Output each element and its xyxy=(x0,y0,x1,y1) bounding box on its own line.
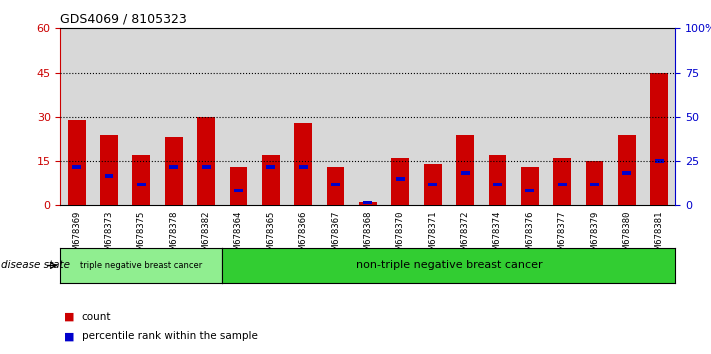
Bar xyxy=(255,28,287,205)
Text: count: count xyxy=(82,312,111,322)
Bar xyxy=(202,165,210,169)
Text: percentile rank within the sample: percentile rank within the sample xyxy=(82,331,257,341)
Bar xyxy=(384,28,417,205)
Bar xyxy=(299,165,308,169)
Text: GDS4069 / 8105323: GDS4069 / 8105323 xyxy=(60,13,187,26)
Bar xyxy=(137,183,146,187)
Bar xyxy=(525,189,534,192)
Bar xyxy=(158,28,190,205)
Bar xyxy=(359,202,377,205)
Bar xyxy=(223,28,255,205)
Bar xyxy=(553,158,571,205)
Bar xyxy=(234,189,243,192)
Bar xyxy=(68,120,85,205)
Bar xyxy=(125,28,158,205)
Bar xyxy=(611,28,643,205)
Bar xyxy=(586,161,604,205)
Text: non-triple negative breast cancer: non-triple negative breast cancer xyxy=(356,261,542,270)
Bar xyxy=(618,135,636,205)
Bar xyxy=(590,183,599,187)
Bar xyxy=(60,28,93,205)
Bar xyxy=(93,28,125,205)
Bar xyxy=(294,123,312,205)
Bar xyxy=(513,28,546,205)
Bar xyxy=(481,28,513,205)
Bar xyxy=(461,171,469,175)
Bar xyxy=(319,28,352,205)
Bar xyxy=(655,159,663,163)
Bar xyxy=(557,183,567,187)
Bar xyxy=(521,167,539,205)
Bar xyxy=(363,201,373,204)
Bar xyxy=(417,28,449,205)
Bar xyxy=(352,28,384,205)
Bar xyxy=(392,158,410,205)
Bar xyxy=(190,28,223,205)
Text: ■: ■ xyxy=(64,312,75,322)
Bar xyxy=(456,135,474,205)
Bar xyxy=(105,174,114,178)
Bar xyxy=(326,167,344,205)
Bar xyxy=(132,155,150,205)
Bar xyxy=(230,167,247,205)
Bar xyxy=(643,28,675,205)
Bar xyxy=(449,28,481,205)
Bar xyxy=(546,28,578,205)
Bar xyxy=(169,165,178,169)
Bar xyxy=(287,28,319,205)
Bar xyxy=(424,164,442,205)
Bar xyxy=(651,73,668,205)
Bar xyxy=(262,155,279,205)
Bar xyxy=(428,183,437,187)
Bar xyxy=(488,155,506,205)
Text: disease state: disease state xyxy=(1,261,70,270)
Bar xyxy=(197,117,215,205)
Bar xyxy=(622,171,631,175)
Bar xyxy=(493,183,502,187)
Bar xyxy=(396,177,405,181)
Bar xyxy=(267,165,275,169)
Text: ■: ■ xyxy=(64,331,75,341)
Bar xyxy=(73,165,81,169)
Text: triple negative breast cancer: triple negative breast cancer xyxy=(80,261,203,270)
Bar xyxy=(100,135,118,205)
Bar xyxy=(578,28,611,205)
Bar xyxy=(165,137,183,205)
Bar xyxy=(331,183,340,187)
